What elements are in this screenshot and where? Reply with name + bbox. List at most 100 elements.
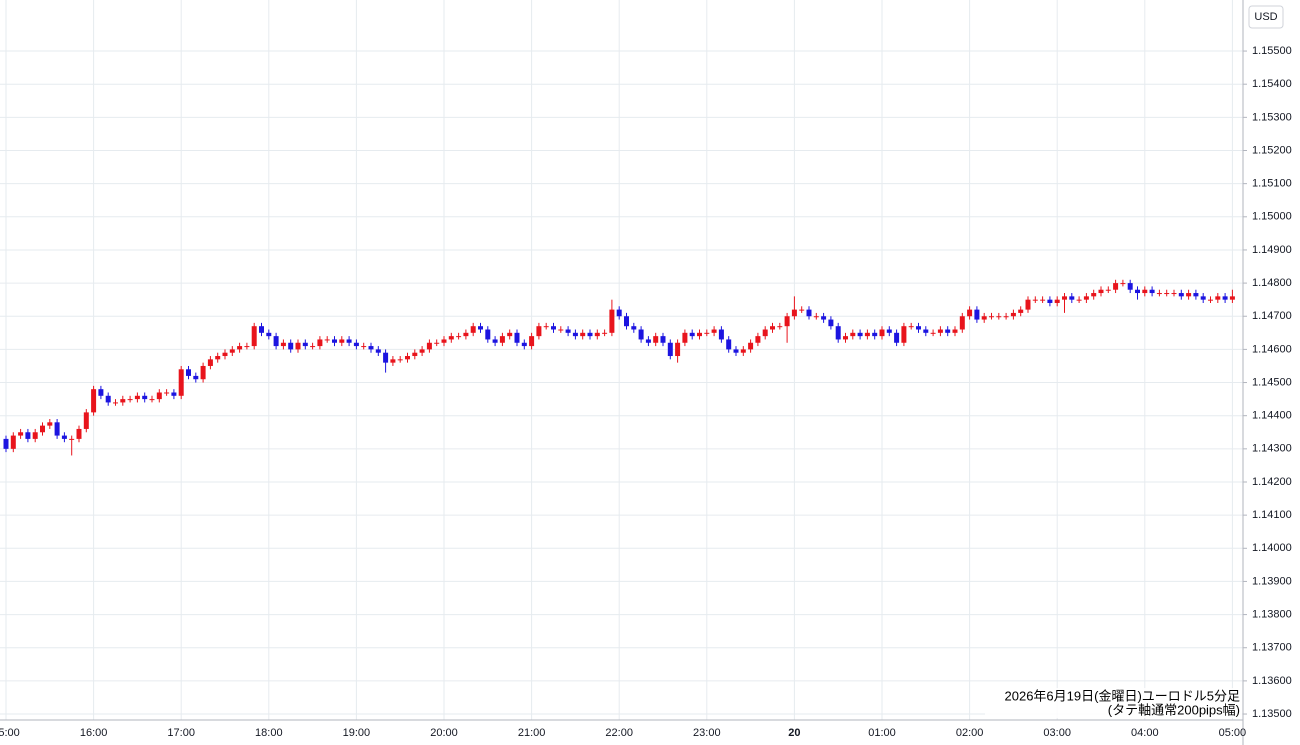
candle-body <box>405 356 410 360</box>
y-tick-label: 1.14900 <box>1252 244 1292 256</box>
annotation: 2026年6月19日(金曜日)ユーロドル5分足 <box>1005 688 1241 703</box>
candle-body <box>1178 293 1184 297</box>
candle-body <box>536 326 542 337</box>
candle-body <box>10 435 16 449</box>
candle-body <box>886 329 892 333</box>
candle-body <box>441 339 447 343</box>
candle-body <box>1076 299 1082 301</box>
candle-body <box>193 375 199 380</box>
candle-body <box>777 326 783 328</box>
candle-body <box>631 326 637 330</box>
x-tick-label: 03:00 <box>1043 727 1071 739</box>
candle-body <box>521 342 527 347</box>
candle-body <box>937 329 943 333</box>
y-tick-label: 1.14500 <box>1252 376 1292 388</box>
candle-body <box>1156 293 1162 295</box>
candle-body <box>857 332 863 337</box>
y-tick-label: 1.13700 <box>1252 642 1292 654</box>
candle-body <box>251 326 257 347</box>
candle-body <box>32 432 38 439</box>
y-tick-label: 1.15500 <box>1252 45 1292 57</box>
candle-body <box>1003 316 1009 318</box>
y-tick-label: 1.14800 <box>1252 277 1292 289</box>
candle-body <box>638 329 644 340</box>
candle-body <box>156 392 162 400</box>
x-tick-label: 04:00 <box>1131 727 1159 739</box>
candle-body <box>908 326 914 328</box>
currency-label: USD <box>1254 11 1277 23</box>
y-tick-label: 1.13900 <box>1252 575 1292 587</box>
candle-body <box>645 339 651 343</box>
x-tick-label: 18:00 <box>255 727 283 739</box>
candle-body <box>1047 299 1053 303</box>
y-tick-label: 1.15100 <box>1252 178 1292 190</box>
candle-body <box>843 336 848 340</box>
candle-body <box>989 316 994 318</box>
candles <box>3 279 1235 456</box>
candle-body <box>120 399 126 403</box>
x-tick-label: 20 <box>788 727 800 739</box>
candle-body <box>302 342 308 347</box>
candle-body <box>872 332 878 337</box>
candle-body <box>1171 293 1177 295</box>
candle-body <box>572 332 578 337</box>
candle-body <box>113 402 118 404</box>
candle-body <box>770 326 775 330</box>
x-tick-label: 16:00 <box>80 727 108 739</box>
candle-body <box>1208 299 1213 301</box>
candle-body <box>609 309 615 333</box>
candle-body <box>295 342 301 350</box>
y-tick-label: 1.15200 <box>1252 144 1292 156</box>
x-tick-label: 21:00 <box>518 727 546 739</box>
candle-body <box>69 438 75 440</box>
candle-body <box>602 332 608 334</box>
candle-body <box>383 352 389 363</box>
candle-body <box>1083 296 1089 300</box>
y-tick-label: 1.15000 <box>1252 211 1292 223</box>
candle-body <box>718 329 724 340</box>
candle-body <box>317 339 323 347</box>
candle-body <box>18 432 24 436</box>
candle-body <box>916 326 921 330</box>
candle-body <box>697 332 702 337</box>
candle-body <box>361 346 367 348</box>
candle-body <box>478 326 483 330</box>
candle-body <box>1018 309 1024 313</box>
candle-body <box>762 329 768 337</box>
candle-body <box>237 346 243 350</box>
y-tick-label: 1.13500 <box>1252 708 1292 720</box>
candle-body <box>375 349 381 353</box>
candle-body <box>923 329 929 333</box>
candle-body <box>711 329 717 333</box>
candle-body <box>324 339 330 341</box>
candle-body <box>901 326 907 343</box>
grid <box>0 0 1243 720</box>
candle-body <box>1010 312 1016 317</box>
candle-body <box>186 369 191 376</box>
y-tick-label: 1.14400 <box>1252 410 1292 422</box>
candle-body <box>1032 299 1038 301</box>
y-tick-label: 1.14100 <box>1252 509 1292 521</box>
candle-body <box>959 316 965 330</box>
candle-body <box>835 326 841 340</box>
candle-body <box>280 342 286 347</box>
candle-body <box>1062 296 1067 300</box>
x-tick-label: 02:00 <box>956 727 984 739</box>
candle-body <box>47 422 53 426</box>
candle-body <box>470 326 476 333</box>
y-tick-label: 1.15300 <box>1252 111 1292 123</box>
candle-body <box>215 356 221 360</box>
candle-body <box>748 342 754 350</box>
candle-body <box>492 339 498 343</box>
candle-body <box>83 412 89 429</box>
candle-body <box>105 395 111 403</box>
candle-body <box>1149 289 1155 294</box>
x-tick-label: 17:00 <box>167 727 195 739</box>
candle-body <box>1040 299 1046 301</box>
candle-body <box>339 339 345 343</box>
candle-body <box>740 349 746 353</box>
y-tick-label: 1.13600 <box>1252 675 1292 687</box>
candle-body <box>397 359 403 361</box>
annotation-bg <box>985 688 1242 718</box>
